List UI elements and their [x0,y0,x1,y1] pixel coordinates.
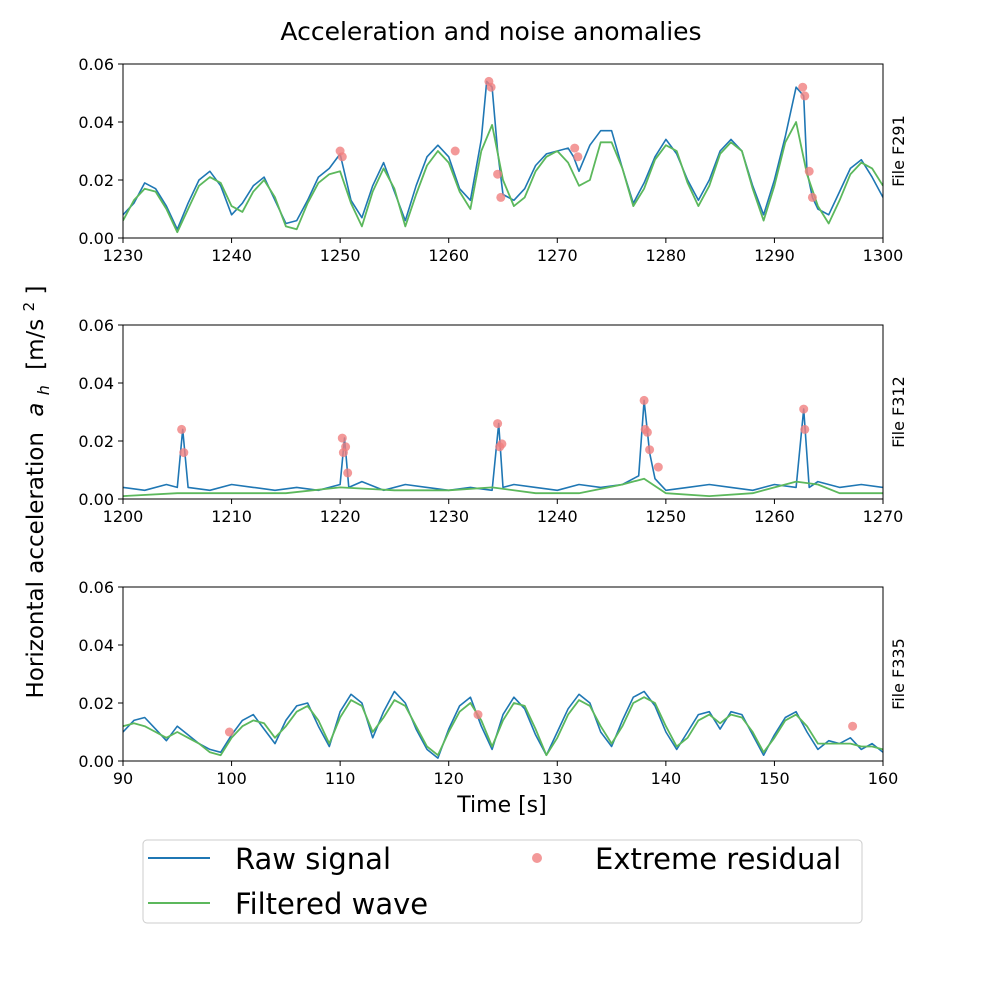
y-tick-label: 0.02 [78,432,114,451]
extreme-residual-point [807,192,817,202]
legend-filtered-wave-label: Filtered wave [235,887,428,921]
extreme-residual-point [337,152,347,162]
panel-label: File F312 [889,376,908,448]
y-tick-label: 0.04 [78,374,114,393]
x-tick-label: 120 [433,769,464,788]
figure-title: Acceleration and noise anomalies [280,17,701,46]
extreme-residual-point [570,143,580,153]
x-tick-label: 1290 [754,246,795,265]
x-tick-label: 1250 [645,507,686,526]
y-axis-label-text: Horizontal acceleration [23,432,49,698]
extreme-residual-point [341,442,351,452]
y-axis-label-unit-close: ] [23,286,49,295]
x-tick-label: 160 [868,769,899,788]
y-tick-label: 0.06 [78,578,114,597]
extreme-residual-point [848,721,858,731]
extreme-residual-point [799,404,809,414]
extreme-residual-point [493,169,503,179]
x-tick-label: 100 [216,769,247,788]
x-tick-label: 1220 [320,507,361,526]
raw-signal-line [123,80,883,231]
extreme-residual-point [496,192,506,202]
panels: 1230 1240 1250 1260 1270 1280 1290 1300 0.00 0.02… [78,55,908,788]
extreme-residual-point [473,710,483,720]
y-axis-label-symbol: a [23,403,49,417]
x-tick-label: 1270 [537,246,578,265]
x-tick-label: 1200 [103,507,144,526]
x-tick-label: 110 [325,769,356,788]
x-tick-label: 1240 [537,507,578,526]
panel-2-plot-area [123,395,883,498]
filtered-wave-line [123,696,883,757]
x-tick-label: 1260 [754,507,795,526]
legend: Raw signal Filtered wave Extreme residua… [142,839,863,924]
x-tick-label: 1270 [863,507,904,526]
x-tick-label: 140 [651,769,682,788]
extreme-residual-point [653,462,663,472]
filtered-wave-line [123,477,883,498]
extreme-residual-point [800,91,810,101]
extreme-residual-point [179,448,189,458]
panel-label: File F335 [889,638,908,710]
y-axis-label: Horizontal acceleration a h [m/s 2 ] [14,286,55,699]
filtered-wave-line [123,121,883,234]
panel-3-plot-area [123,690,883,759]
y-tick-label: 0.02 [78,171,114,190]
panel-1-plot-area [123,76,883,234]
extreme-residual-point [450,146,460,156]
x-tick-label: 130 [542,769,573,788]
raw-signal-line [123,399,883,492]
extreme-residual-point [639,395,649,405]
extreme-residual-point [343,468,353,478]
extreme-residual-point [497,439,507,449]
panel-3-frame [122,586,884,762]
extreme-residual-point [573,152,583,162]
extreme-residual-point [224,727,234,737]
panel-3: 90 100 110 120 130 140 150 160 0.00 0.02 0.04 0.06 F… [78,578,908,788]
extreme-residual-point [642,427,652,437]
y-tick-label: 0.04 [78,636,114,655]
extreme-residual-point [645,445,655,455]
x-tick-label: 1250 [320,246,361,265]
raw-signal-line [123,690,883,759]
extreme-residual-point [337,433,347,443]
panel-2: 1200 1210 1220 1230 1240 1250 1260 1270 0.00 0.02… [78,316,908,526]
extreme-residual-point [177,424,187,434]
x-tick-label: 1230 [428,507,469,526]
panel-label: File F291 [889,115,908,187]
legend-frame [142,839,863,924]
x-tick-label: 1210 [211,507,252,526]
panel-2-frame [122,324,884,500]
y-axis-label-unit-exponent: 2 [20,302,38,312]
y-tick-label: 0.06 [78,55,114,74]
panel-1: 1230 1240 1250 1260 1270 1280 1290 1300 0.00 0.02… [78,55,908,265]
extreme-residual-point [486,82,496,92]
extreme-residual-point [798,82,808,92]
y-tick-label: 0.00 [78,752,114,771]
legend-raw-signal-label: Raw signal [235,842,391,876]
x-tick-label: 1240 [211,246,252,265]
legend-extreme-residual-swatch [532,853,542,863]
extreme-residual-point [804,166,814,176]
panel-1-frame [122,63,884,239]
x-tick-label: 1300 [863,246,904,265]
x-tick-label: 1230 [103,246,144,265]
extreme-residual-point [493,419,503,429]
x-tick-label: 90 [113,769,133,788]
x-axis-label: Time [s] [456,793,546,818]
y-axis-label-subscript: h [34,385,53,395]
legend-extreme-residual-label: Extreme residual [595,842,841,876]
y-tick-label: 0.00 [78,490,114,509]
x-tick-label: 1280 [645,246,686,265]
extreme-residual-point [800,424,810,434]
x-tick-label: 150 [759,769,790,788]
x-tick-label: 1260 [428,246,469,265]
y-tick-label: 0.06 [78,316,114,335]
y-tick-label: 0.00 [78,229,114,248]
y-tick-label: 0.02 [78,694,114,713]
y-axis-label-unit-open: [m/s [23,319,49,370]
y-tick-label: 0.04 [78,113,114,132]
